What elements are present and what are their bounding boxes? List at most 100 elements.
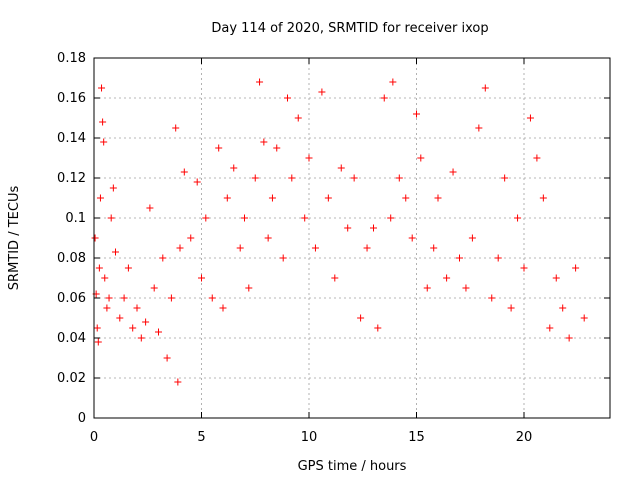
data-point [109, 184, 117, 192]
y-tick-label: 0.1 [65, 211, 86, 226]
y-tick-label: 0.14 [57, 131, 86, 146]
data-point [507, 304, 515, 312]
chart-title: Day 114 of 2020, SRMTID for receiver ixo… [211, 21, 488, 36]
data-point [163, 354, 171, 362]
data-point [331, 274, 339, 282]
y-tick-label: 0.12 [57, 171, 86, 186]
x-tick-label: 15 [408, 430, 425, 445]
data-point [402, 194, 410, 202]
data-point [294, 114, 302, 122]
data-point [408, 234, 416, 242]
data-point [268, 194, 276, 202]
data-point [462, 284, 470, 292]
data-point [137, 334, 145, 342]
data-point [552, 274, 560, 282]
data-point [96, 194, 104, 202]
data-point [264, 234, 272, 242]
x-axis-title: GPS time / hours [298, 459, 407, 474]
data-point [133, 304, 141, 312]
data-point [324, 194, 332, 202]
data-point [494, 254, 502, 262]
data-point [481, 84, 489, 92]
data-point [215, 144, 223, 152]
data-point [533, 154, 541, 162]
data-point [374, 324, 382, 332]
data-point [124, 264, 132, 272]
data-point [100, 138, 108, 146]
data-point [580, 314, 588, 322]
plot-frame [93, 57, 611, 419]
data-point [539, 194, 547, 202]
data-point [475, 124, 483, 132]
data-point [236, 244, 244, 252]
data-point [559, 304, 567, 312]
data-point [112, 248, 119, 256]
data-point [311, 244, 319, 252]
data-point [174, 378, 182, 386]
data-point [101, 274, 109, 282]
y-tick-label: 0.16 [57, 91, 86, 106]
data-point [193, 178, 201, 186]
y-tick-label: 0 [78, 411, 86, 426]
data-point [167, 294, 175, 302]
data-point [176, 244, 184, 252]
data-point [260, 138, 268, 146]
data-point [430, 244, 438, 252]
data-point [251, 174, 259, 182]
data-point [305, 154, 313, 162]
y-tick-label: 0.04 [57, 331, 86, 346]
data-point [129, 324, 137, 332]
data-point [120, 294, 128, 302]
data-point [219, 304, 227, 312]
data-point [202, 214, 210, 222]
data-point [350, 174, 358, 182]
data-point [279, 254, 287, 262]
data-point [99, 118, 107, 126]
data-point [103, 304, 111, 312]
data-point [245, 284, 253, 292]
data-point [456, 254, 463, 262]
x-tick-label: 0 [90, 430, 98, 445]
data-points [91, 78, 588, 386]
data-point [172, 124, 180, 132]
data-point [488, 294, 496, 302]
data-point [370, 224, 377, 232]
y-tick-label: 0.06 [57, 291, 86, 306]
y-tick-label: 0.02 [57, 371, 86, 386]
grid [94, 58, 610, 418]
axis-ticks: 0 0.02 0.04 0.06 0.08 0.1 0.12 0.14 0.16 0.18 0 5 10… [57, 51, 610, 445]
data-point [380, 94, 388, 102]
x-tick-label: 20 [516, 430, 533, 445]
data-point [417, 154, 425, 162]
data-point [208, 294, 216, 302]
data-point [98, 84, 106, 92]
data-point [546, 324, 554, 332]
data-point [284, 94, 291, 102]
data-point [95, 264, 103, 272]
data-point [93, 324, 101, 332]
data-point [514, 214, 522, 222]
data-point [443, 274, 451, 282]
data-point [501, 174, 509, 182]
data-point [223, 194, 231, 202]
data-point [256, 78, 264, 86]
data-point [241, 214, 248, 222]
data-point [468, 234, 476, 242]
data-point [565, 334, 573, 342]
data-point [107, 214, 115, 222]
data-point [357, 314, 365, 322]
data-point [423, 284, 431, 292]
data-point [116, 314, 124, 322]
data-point [520, 264, 528, 272]
data-point [198, 274, 205, 282]
data-point [395, 174, 403, 182]
data-point [344, 224, 352, 232]
data-point [449, 168, 457, 176]
data-point [363, 244, 371, 252]
data-point [434, 194, 442, 202]
data-point [572, 264, 580, 272]
y-axis-title: SRMTID / TECUs [7, 186, 22, 291]
data-point [180, 168, 188, 176]
data-point [318, 88, 326, 96]
